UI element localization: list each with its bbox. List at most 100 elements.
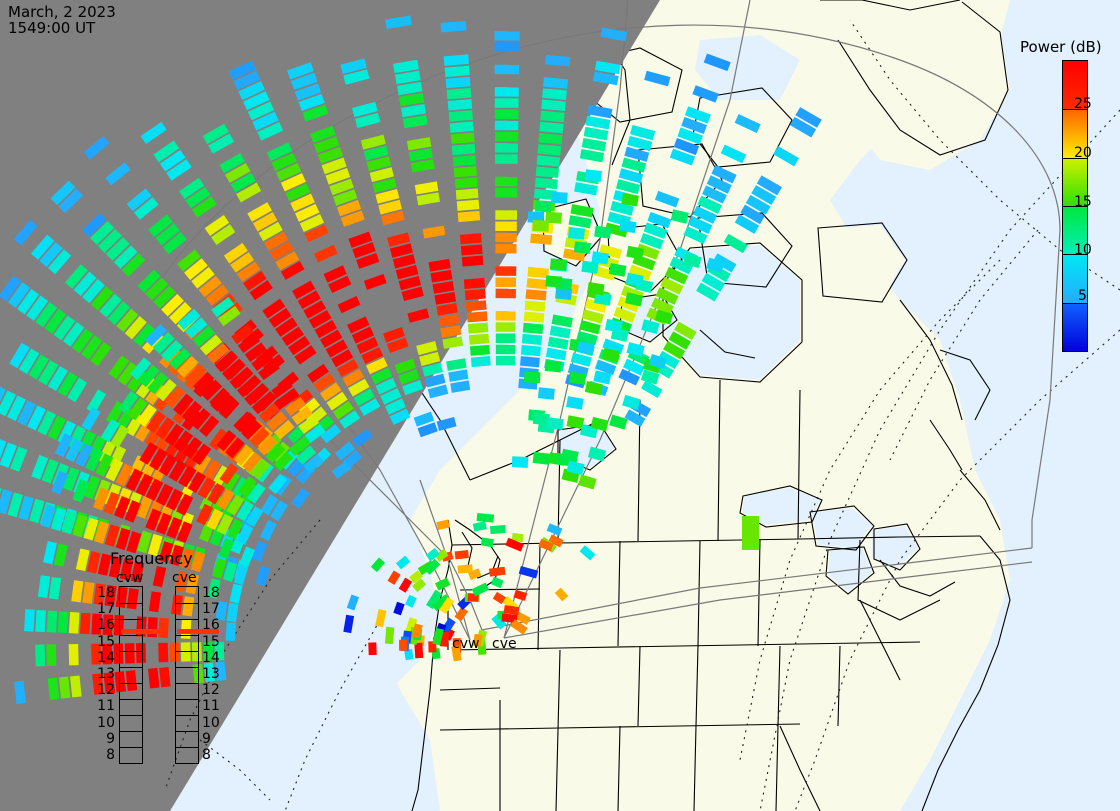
backscatter-cell bbox=[626, 342, 645, 357]
backscatter-cell bbox=[522, 322, 544, 334]
freq-cell bbox=[120, 714, 142, 731]
backscatter-cell bbox=[202, 459, 222, 482]
backscatter-cell bbox=[126, 368, 148, 393]
backscatter-cell bbox=[510, 619, 528, 635]
backscatter-cell bbox=[223, 242, 248, 264]
backscatter-cell bbox=[137, 269, 161, 293]
backscatter-cell bbox=[490, 576, 504, 589]
backscatter-cell bbox=[434, 291, 457, 305]
backscatter-cell bbox=[152, 566, 167, 588]
backscatter-cell bbox=[526, 278, 548, 290]
backscatter-cell bbox=[166, 159, 192, 181]
backscatter-cell bbox=[244, 342, 267, 363]
backscatter-cell bbox=[90, 221, 115, 245]
backscatter-cell bbox=[62, 321, 85, 347]
backscatter-cell bbox=[133, 197, 159, 220]
backscatter-cell bbox=[581, 137, 607, 152]
backscatter-cell bbox=[641, 319, 660, 334]
backscatter-cell bbox=[329, 178, 354, 196]
backscatter-cell bbox=[451, 645, 462, 662]
backscatter-cell bbox=[68, 612, 80, 634]
backscatter-cell bbox=[598, 244, 622, 259]
backscatter-cell bbox=[65, 438, 84, 463]
backscatter-cell bbox=[331, 349, 354, 368]
backscatter-cell bbox=[257, 435, 278, 456]
backscatter-cell bbox=[320, 329, 343, 348]
backscatter-cell bbox=[384, 626, 395, 645]
backscatter-cell bbox=[0, 275, 22, 302]
backscatter-cell bbox=[566, 460, 585, 475]
backscatter-cell bbox=[295, 203, 320, 222]
backscatter-cell bbox=[233, 411, 254, 433]
backscatter-cell bbox=[190, 408, 211, 430]
backscatter-cell bbox=[81, 335, 103, 360]
freq-cell bbox=[120, 730, 142, 747]
frequency-bar-cve[interactable] bbox=[175, 586, 199, 764]
backscatter-cell bbox=[58, 188, 84, 214]
backscatter-cell bbox=[53, 543, 68, 567]
backscatter-cell bbox=[28, 354, 49, 380]
backscatter-cell bbox=[209, 387, 231, 409]
backscatter-cell bbox=[17, 400, 37, 426]
backscatter-cell bbox=[626, 245, 645, 260]
backscatter-cell bbox=[457, 564, 473, 574]
backscatter-cell bbox=[442, 336, 464, 349]
backscatter-cell bbox=[537, 144, 562, 156]
backscatter-cell bbox=[428, 641, 437, 653]
backscatter-cell bbox=[795, 107, 822, 128]
backscatter-cell bbox=[57, 371, 78, 397]
backscatter-cell bbox=[62, 467, 80, 492]
backscatter-cell bbox=[285, 183, 311, 202]
frequency-tick-8: 8 bbox=[106, 746, 115, 763]
frequency-tick-16: 16 bbox=[202, 617, 220, 634]
backscatter-cell bbox=[701, 272, 726, 292]
backscatter-cell bbox=[636, 243, 660, 260]
frequency-tick-8: 8 bbox=[202, 746, 211, 763]
backscatter-cell bbox=[230, 172, 256, 193]
freq-cell bbox=[120, 698, 142, 715]
freq-cell bbox=[120, 682, 142, 699]
backscatter-cell bbox=[185, 317, 208, 339]
backscatter-cell bbox=[80, 612, 91, 635]
backscatter-cell bbox=[296, 445, 317, 465]
backscatter-cell bbox=[476, 513, 495, 523]
backscatter-cell bbox=[303, 300, 327, 319]
hudson-bay bbox=[665, 245, 800, 380]
backscatter-cell bbox=[149, 448, 168, 471]
backscatter-cell bbox=[100, 418, 120, 443]
backscatter-cell bbox=[372, 178, 397, 193]
backscatter-cell bbox=[298, 93, 325, 111]
backscatter-cell bbox=[214, 661, 227, 681]
freq-cell bbox=[120, 746, 142, 763]
freq-cell bbox=[176, 682, 198, 699]
backscatter-cell bbox=[58, 676, 71, 699]
backscatter-cell bbox=[216, 430, 237, 452]
frequency-tick-14: 14 bbox=[202, 649, 220, 666]
backscatter-cell bbox=[681, 116, 708, 135]
frequency-bar-cvw[interactable] bbox=[119, 586, 143, 764]
backscatter-cell bbox=[655, 287, 679, 305]
backscatter-cell bbox=[278, 387, 300, 408]
backscatter-cell bbox=[40, 504, 56, 528]
backscatter-cell bbox=[260, 494, 279, 516]
backscatter-cell bbox=[416, 192, 441, 206]
backscatter-cell bbox=[41, 458, 59, 484]
backscatter-cell bbox=[511, 456, 529, 469]
backscatter-cell bbox=[14, 680, 26, 704]
backscatter-cell bbox=[325, 339, 348, 358]
backscatter-cell bbox=[273, 419, 295, 440]
backscatter-cell bbox=[505, 537, 524, 552]
backscatter-cell bbox=[207, 578, 221, 599]
backscatter-cell bbox=[523, 371, 541, 384]
backscatter-cell bbox=[495, 277, 517, 288]
backscatter-cell bbox=[242, 451, 262, 473]
backscatter-cell bbox=[602, 348, 620, 363]
backscatter-cell bbox=[366, 156, 392, 172]
backscatter-cell bbox=[17, 288, 40, 315]
backscatter-cell bbox=[351, 101, 378, 118]
backscatter-cell bbox=[179, 547, 195, 570]
backscatter-cell bbox=[404, 649, 414, 661]
power-colorbar bbox=[1062, 60, 1088, 352]
backscatter-cell bbox=[219, 153, 245, 174]
backscatter-cell bbox=[280, 173, 306, 192]
